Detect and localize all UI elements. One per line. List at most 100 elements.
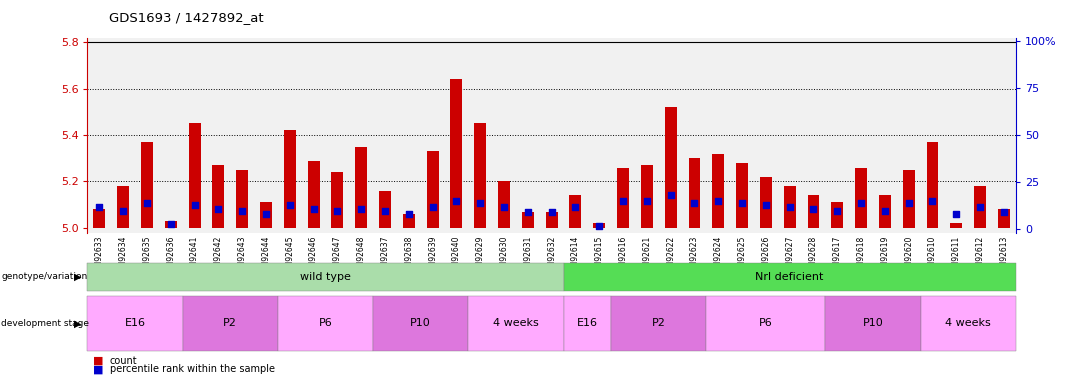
Text: E16: E16 — [125, 318, 145, 328]
Bar — [498, 182, 510, 228]
Bar — [736, 163, 748, 228]
Point — [400, 211, 417, 217]
Bar — [826, 38, 849, 232]
Bar — [873, 38, 896, 232]
Text: Nrl deficient: Nrl deficient — [755, 272, 824, 282]
Point — [829, 207, 846, 213]
Bar — [189, 123, 201, 228]
Text: P6: P6 — [759, 318, 773, 328]
Bar — [706, 38, 730, 232]
Point — [472, 200, 489, 206]
Bar — [516, 38, 540, 232]
Bar — [944, 38, 968, 232]
Bar — [713, 154, 724, 228]
Bar — [302, 38, 325, 232]
Point — [543, 209, 560, 215]
Bar — [896, 38, 921, 232]
Bar — [284, 130, 296, 228]
Point — [591, 223, 608, 229]
Bar — [373, 38, 397, 232]
Bar — [903, 170, 914, 228]
Point — [567, 204, 584, 210]
Bar — [849, 38, 873, 232]
Bar — [349, 38, 373, 232]
Text: GDS1693 / 1427892_at: GDS1693 / 1427892_at — [109, 11, 264, 24]
Point — [520, 209, 537, 215]
Text: P2: P2 — [652, 318, 666, 328]
Bar — [683, 38, 706, 232]
Bar — [540, 38, 563, 232]
Bar — [212, 165, 224, 228]
Bar — [665, 107, 676, 228]
Bar — [593, 223, 605, 228]
Text: percentile rank within the sample: percentile rank within the sample — [110, 364, 275, 374]
Point — [424, 204, 441, 210]
Point — [710, 198, 727, 204]
Bar — [635, 38, 658, 232]
Point — [305, 206, 322, 212]
Text: development stage: development stage — [1, 319, 89, 328]
Point — [162, 221, 179, 227]
Point — [282, 202, 299, 208]
Bar — [236, 170, 249, 228]
Point — [353, 206, 370, 212]
Bar — [136, 38, 159, 232]
Bar — [230, 38, 254, 232]
Text: ▶: ▶ — [74, 318, 82, 328]
Text: P6: P6 — [319, 318, 333, 328]
Bar — [879, 195, 891, 228]
Point — [996, 209, 1013, 215]
Point — [972, 204, 989, 210]
Text: count: count — [110, 356, 138, 366]
Bar — [307, 160, 320, 228]
Bar — [522, 211, 534, 228]
Text: ■: ■ — [93, 356, 103, 366]
Bar — [754, 38, 778, 232]
Bar — [831, 202, 843, 228]
Point — [448, 198, 465, 204]
Point — [615, 198, 632, 204]
Point — [876, 207, 893, 213]
Text: P10: P10 — [862, 318, 883, 328]
Bar — [658, 38, 683, 232]
Point — [139, 200, 156, 206]
Bar — [808, 195, 819, 228]
Bar — [760, 177, 771, 228]
Text: 4 weeks: 4 weeks — [945, 318, 991, 328]
Bar — [921, 38, 944, 232]
Bar — [855, 168, 867, 228]
Bar — [207, 38, 230, 232]
Bar — [570, 195, 582, 228]
Bar — [474, 123, 487, 228]
Bar — [492, 38, 516, 232]
Text: E16: E16 — [577, 318, 598, 328]
Point — [758, 202, 775, 208]
Point — [638, 198, 655, 204]
Bar — [951, 223, 962, 228]
Text: genotype/variation: genotype/variation — [1, 272, 87, 281]
Bar — [117, 186, 129, 228]
Bar — [332, 172, 344, 228]
Point — [234, 207, 251, 213]
Bar — [545, 211, 558, 228]
Text: 4 weeks: 4 weeks — [493, 318, 539, 328]
Point — [924, 198, 941, 204]
Bar — [277, 38, 302, 232]
Bar — [445, 38, 468, 232]
Point — [495, 204, 512, 210]
Bar — [379, 191, 391, 228]
Point — [257, 211, 274, 217]
Point — [210, 206, 227, 212]
Point — [781, 204, 798, 210]
Bar — [563, 38, 587, 232]
Point — [186, 202, 203, 208]
Bar — [617, 168, 630, 228]
Bar — [587, 38, 611, 232]
Point — [329, 207, 346, 213]
Point — [901, 200, 918, 206]
Bar — [611, 38, 635, 232]
Bar — [94, 209, 106, 228]
Bar — [260, 202, 272, 228]
Text: ▶: ▶ — [74, 272, 82, 282]
Bar — [992, 38, 1016, 232]
